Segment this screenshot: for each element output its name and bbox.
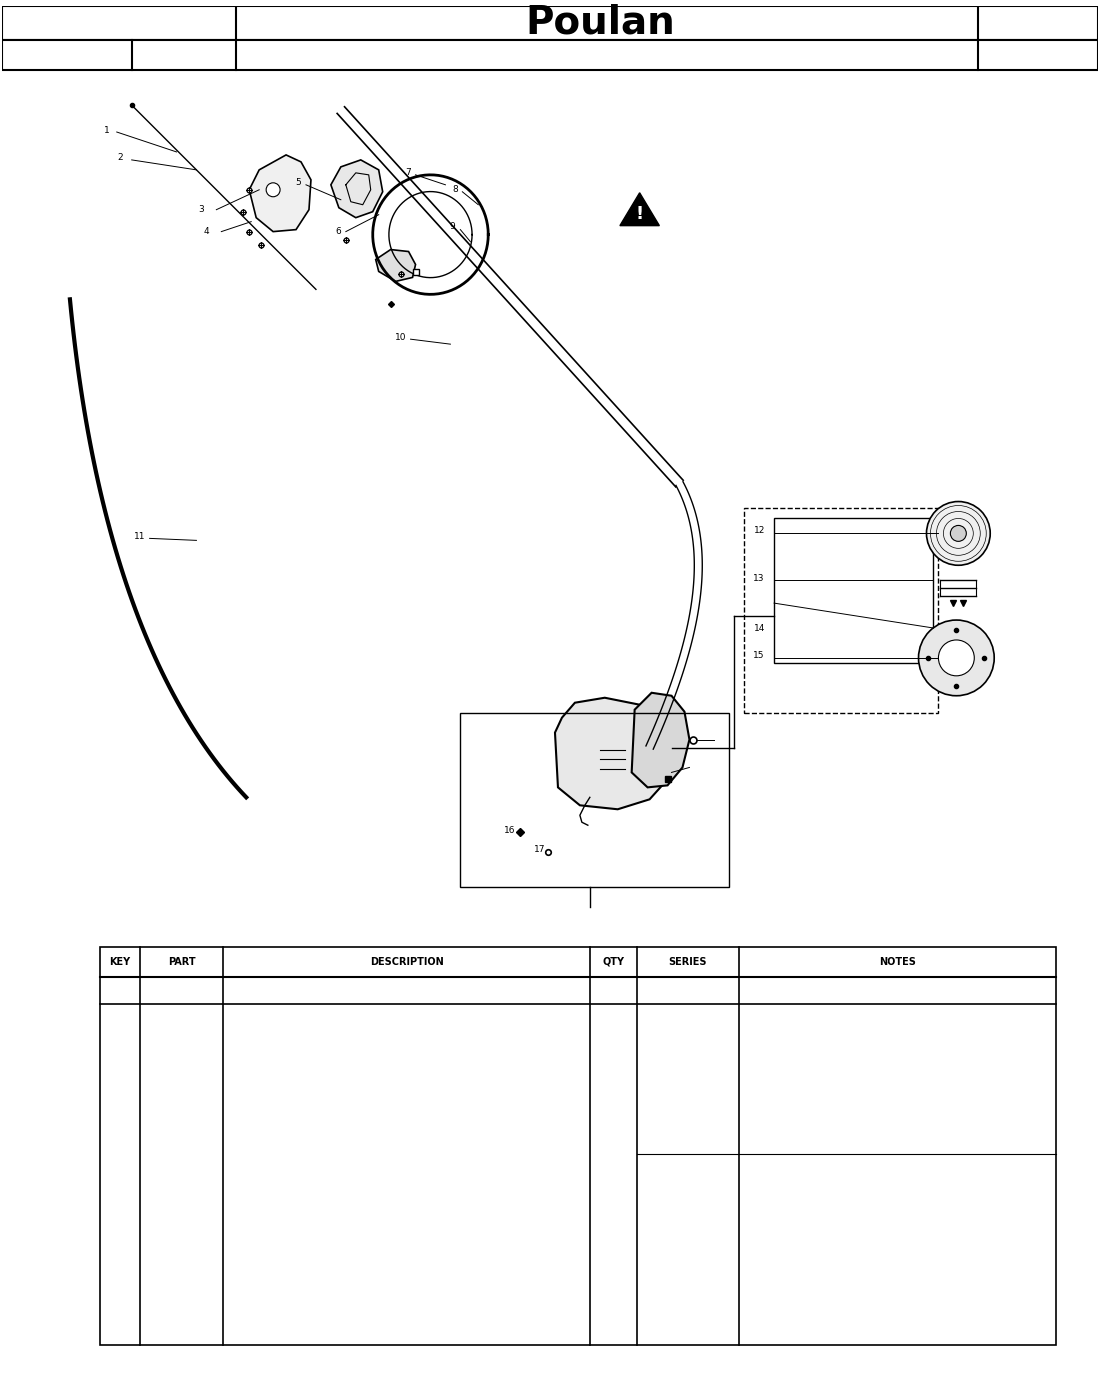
Bar xyxy=(461,712,729,887)
Text: 5: 5 xyxy=(295,179,301,187)
Polygon shape xyxy=(376,249,416,282)
Text: DESCRIPTION: DESCRIPTION xyxy=(370,957,443,967)
Text: PART: PART xyxy=(167,957,196,967)
Text: Poulan: Poulan xyxy=(525,4,674,43)
Bar xyxy=(745,509,938,712)
Text: 3: 3 xyxy=(198,205,205,214)
Polygon shape xyxy=(250,155,311,231)
Circle shape xyxy=(926,502,990,565)
Bar xyxy=(100,947,1056,1345)
Circle shape xyxy=(918,620,994,696)
Circle shape xyxy=(938,639,975,676)
Bar xyxy=(2,6,1098,40)
Circle shape xyxy=(266,183,280,197)
Text: 11: 11 xyxy=(134,532,145,540)
Bar xyxy=(774,518,934,663)
Text: SERIES: SERIES xyxy=(669,957,707,967)
Text: KEY: KEY xyxy=(109,957,130,967)
Text: 6: 6 xyxy=(336,227,341,236)
Polygon shape xyxy=(331,160,383,217)
Text: !: ! xyxy=(636,205,644,223)
Polygon shape xyxy=(620,193,659,226)
Text: 12: 12 xyxy=(754,525,764,535)
Text: QTY: QTY xyxy=(602,957,624,967)
Polygon shape xyxy=(556,697,674,810)
Text: 7: 7 xyxy=(406,168,411,177)
Text: 8: 8 xyxy=(452,186,459,194)
Text: NOTES: NOTES xyxy=(879,957,916,967)
Bar xyxy=(2,40,1098,70)
Text: 1: 1 xyxy=(103,125,110,135)
Text: 14: 14 xyxy=(754,623,764,632)
Text: 17: 17 xyxy=(535,844,546,854)
Polygon shape xyxy=(631,693,690,788)
Text: 15: 15 xyxy=(754,652,764,660)
Text: 13: 13 xyxy=(754,573,764,583)
Text: 9: 9 xyxy=(450,223,455,231)
Text: 2: 2 xyxy=(117,154,122,162)
Text: 4: 4 xyxy=(204,227,209,236)
Text: 10: 10 xyxy=(395,333,406,341)
Text: 16: 16 xyxy=(505,826,516,835)
Circle shape xyxy=(950,525,966,542)
